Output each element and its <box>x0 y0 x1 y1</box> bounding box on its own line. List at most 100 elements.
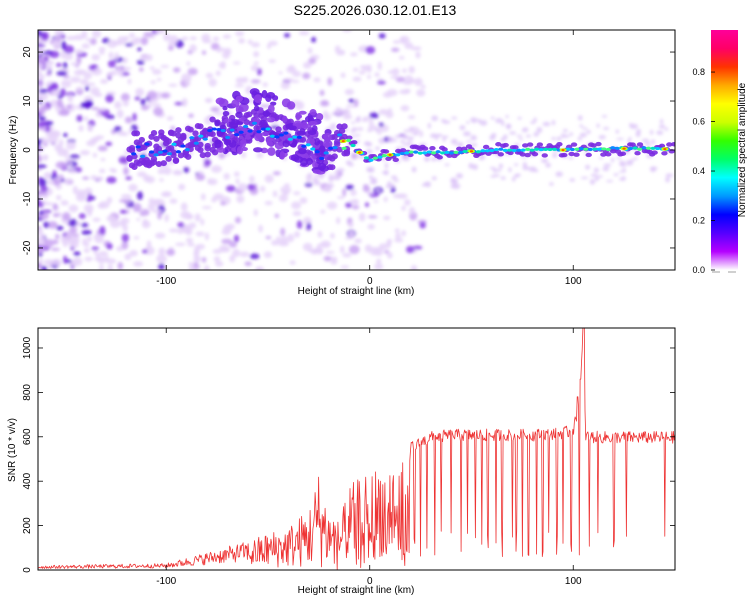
spectrogram-noise-blob <box>107 264 114 270</box>
y-tick-label: 200 <box>22 517 33 534</box>
spectrogram-signal-core <box>242 124 249 129</box>
spectrogram-signal-core <box>457 150 464 155</box>
spectrogram-signal-core <box>157 150 164 154</box>
spectrogram-noise-blob <box>38 62 44 70</box>
spectrogram-noise-blob <box>133 37 142 42</box>
spectrogram-noise-blob <box>291 201 302 210</box>
spectrogram-signal-halo <box>619 151 627 156</box>
snr-marks <box>38 328 675 570</box>
spectrogram-noise-blob <box>177 221 185 228</box>
spectrogram-noise-blob <box>90 86 100 96</box>
spectrogram-noise-blob <box>407 115 416 120</box>
spectrogram-signal-halo <box>202 128 209 135</box>
spectrogram-signal-halo <box>214 120 220 127</box>
spectrogram-noise-blob <box>233 234 240 243</box>
spectrogram-noise-blob <box>368 166 375 173</box>
spectrogram-noise-blob <box>193 255 202 263</box>
spectrogram-signal-halo <box>341 133 348 140</box>
spectrogram-noise-blob <box>38 225 42 230</box>
spectrogram-noise-blob <box>650 166 658 170</box>
spectrogram-noise-blob <box>602 126 610 130</box>
spectrogram-signal-halo <box>324 132 332 141</box>
spectrogram-noise-blob <box>52 40 60 49</box>
spectrogram-noise-blob <box>495 118 503 124</box>
spectrogram-signal-core <box>507 148 513 152</box>
spectrogram-noise-blob <box>333 175 341 181</box>
spectrogram-noise-blob <box>238 38 246 44</box>
spectrogram-signal-halo <box>309 109 317 116</box>
spectrogram-noise-blob <box>268 40 278 46</box>
spectrogram-noise-blob <box>530 121 536 125</box>
spectrogram-noise-blob <box>359 65 366 69</box>
colorbar-label: Normalized spectral amplitude <box>737 82 748 217</box>
spectrogram-noise-blob <box>180 202 188 211</box>
spectrogram-noise-blob <box>405 245 415 254</box>
spectrogram-noise-blob <box>353 133 361 137</box>
spectrogram-noise-blob <box>239 251 250 258</box>
spectrogram-noise-blob <box>97 256 107 264</box>
spectrogram-noise-blob <box>517 116 522 120</box>
spectrogram-signal-halo <box>253 147 263 153</box>
spectrogram-noise-blob <box>458 141 464 148</box>
spectrogram-noise-blob <box>55 233 60 240</box>
spectrogram-noise-blob <box>415 51 421 59</box>
spectrogram-noise-blob <box>365 46 376 54</box>
spectrogram-noise-blob <box>240 151 247 159</box>
spectrogram-noise-blob <box>419 221 426 229</box>
spectrogram-noise-blob <box>377 80 386 85</box>
spectrogram-noise-blob <box>392 178 400 183</box>
spectrogram-peak-center <box>469 150 474 153</box>
spectrogram-signal-core <box>417 151 423 155</box>
spectrogram-noise-blob <box>329 124 335 127</box>
spectrogram-noise-blob <box>319 89 325 97</box>
spectrogram-noise-blob <box>345 160 352 165</box>
spectrogram-signal-core <box>238 130 244 134</box>
spectrogram-noise-blob <box>52 203 58 211</box>
spectrogram-noise-blob <box>545 162 551 168</box>
spectrogram-noise-blob <box>234 83 245 88</box>
spectrogram-noise-blob <box>561 133 565 139</box>
spectrogram-noise-blob <box>221 238 233 245</box>
spectrogram-noise-blob <box>412 245 423 250</box>
spectrogram-noise-blob <box>38 88 48 94</box>
spectrogram-signal-halo <box>536 142 544 147</box>
spectrogram-noise-blob <box>166 116 174 121</box>
spectrogram-noise-blob <box>250 64 259 72</box>
spectrogram-noise-blob <box>501 120 505 127</box>
spectrogram-signal-core <box>636 147 643 151</box>
spectrogram-noise-blob <box>336 216 341 225</box>
spectrogram-noise-blob <box>204 98 213 103</box>
spectrogram-noise-blob <box>138 67 144 72</box>
spectrogram-noise-blob <box>40 265 48 270</box>
spectrogram-noise-blob <box>466 140 471 143</box>
spectrogram-signal-halo <box>177 152 185 159</box>
spectrogram-signal-core <box>175 150 182 154</box>
spectrogram-noise-blob <box>404 199 411 206</box>
spectrogram-noise-blob <box>147 202 156 212</box>
spectrogram-noise-blob <box>86 197 92 202</box>
spectrogram-signal-core <box>534 147 540 151</box>
spectrogram-noise-blob <box>509 131 517 135</box>
spectrogram-noise-blob <box>38 47 44 56</box>
spectrogram-noise-blob <box>218 152 226 159</box>
spectrogram-noise-blob <box>232 248 241 258</box>
snr-y-label: SNR (10 * v/v) <box>7 418 18 482</box>
spectrogram-signal-halo <box>150 130 158 137</box>
spectrogram-noise-blob <box>232 61 241 65</box>
spectrogram-noise-blob <box>181 97 188 107</box>
spectrogram-signal-halo <box>275 126 282 133</box>
spectrogram-noise-blob <box>294 231 300 238</box>
spectrogram-noise-blob <box>78 124 84 132</box>
spectrogram-noise-blob <box>450 177 457 184</box>
spectrogram-noise-blob <box>153 106 164 116</box>
y-tick-label: 0 <box>22 567 33 573</box>
spectrogram-signal-core <box>498 147 504 151</box>
spectrogram-noise-blob <box>40 185 49 192</box>
spectrogram-signal-core <box>269 134 276 138</box>
spectrogram-noise-blob <box>635 131 641 138</box>
spectrogram-noise-blob <box>81 30 88 39</box>
spectrogram-signal-core <box>274 135 280 139</box>
spectrogram-noise-blob <box>114 101 122 109</box>
chart-title: S225.2026.030.12.01.E13 <box>293 2 457 18</box>
spectrogram-signal-halo <box>172 157 180 164</box>
